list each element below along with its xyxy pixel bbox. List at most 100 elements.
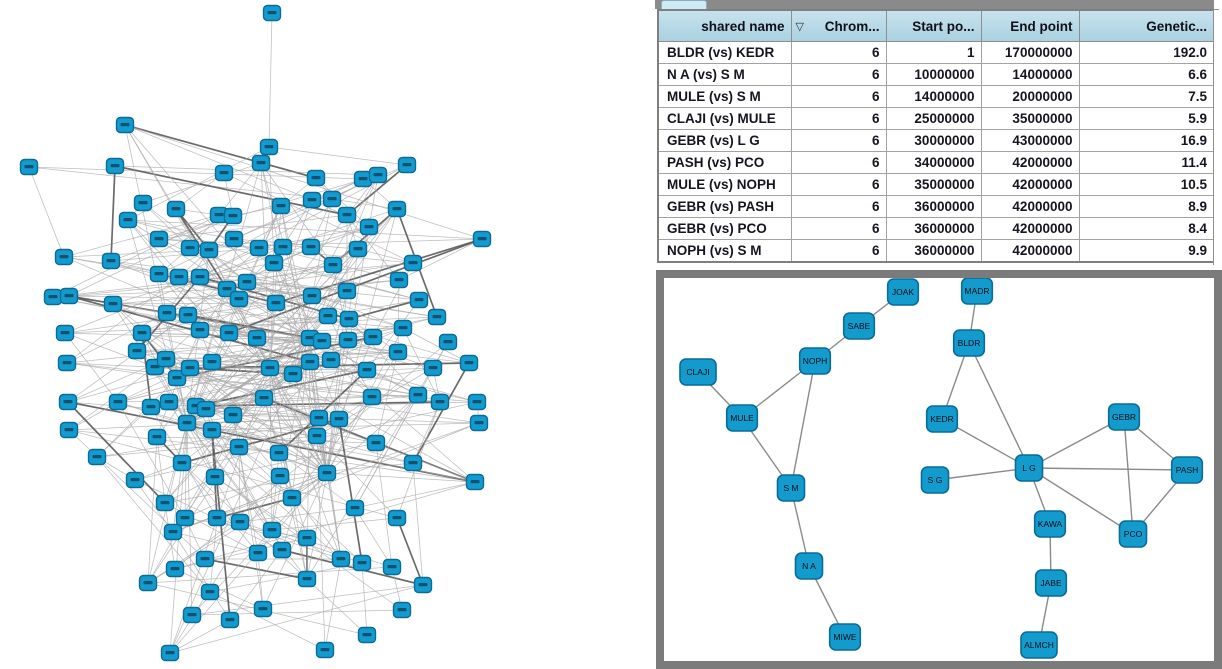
table-row[interactable]: GEBR (vs) PCO 6 36000000 42000000 8.4	[657, 217, 1215, 240]
table-tab[interactable]	[661, 0, 707, 9]
value-cell[interactable]: 6	[790, 63, 887, 86]
network-node[interactable]	[297, 570, 317, 588]
network-node[interactable]	[133, 194, 153, 212]
table-row[interactable]: N A (vs) S M 6 10000000 14000000 6.6	[657, 63, 1215, 86]
network-node[interactable]	[307, 427, 327, 445]
network-node[interactable]	[165, 560, 185, 578]
network-node[interactable]	[105, 157, 125, 175]
value-cell[interactable]: 34000000	[885, 151, 982, 174]
network-node[interactable]	[155, 494, 175, 512]
column-header-startpo[interactable]: Start po...	[885, 9, 982, 42]
edge-name-cell[interactable]: GEBR (vs) PASH	[657, 195, 792, 218]
network-node[interactable]	[352, 554, 372, 572]
network-node[interactable]	[251, 154, 271, 172]
network-node[interactable]	[230, 513, 250, 531]
network-node[interactable]	[392, 601, 412, 619]
network-node[interactable]	[315, 641, 335, 659]
network-node[interactable]	[272, 541, 292, 559]
value-cell[interactable]: 6	[790, 173, 887, 196]
network-node[interactable]	[147, 428, 167, 446]
network-node[interactable]	[157, 304, 177, 322]
network-node[interactable]	[382, 558, 402, 576]
value-cell[interactable]: 6	[790, 107, 887, 130]
network-node[interactable]	[159, 393, 179, 411]
network-node[interactable]	[178, 306, 198, 324]
network-node[interactable]	[270, 467, 290, 485]
edge-name-cell[interactable]: MULE (vs) NOPH	[657, 173, 792, 196]
network-node[interactable]	[338, 331, 358, 349]
value-cell[interactable]: 170000000	[980, 41, 1080, 64]
value-cell[interactable]: 36000000	[885, 195, 982, 218]
network-node[interactable]	[359, 218, 379, 236]
network-node-pash[interactable]: PASH	[1170, 456, 1204, 484]
table-row[interactable]: GEBR (vs) L G 6 30000000 43000000 16.9	[657, 129, 1215, 152]
network-node[interactable]	[262, 4, 282, 22]
network-node[interactable]	[309, 409, 329, 427]
network-node[interactable]	[362, 388, 382, 406]
column-header-sharedname[interactable]: shared name	[657, 9, 792, 42]
network-node[interactable]	[403, 454, 423, 472]
network-node[interactable]	[388, 343, 408, 361]
edge-name-cell[interactable]: N A (vs) S M	[657, 63, 792, 86]
network-node[interactable]	[229, 438, 249, 456]
column-header-chrom[interactable]: ▽ Chrom...	[790, 9, 887, 42]
network-node-kawa[interactable]: KAWA	[1033, 510, 1067, 538]
value-cell[interactable]: 9.9	[1078, 239, 1215, 263]
value-cell[interactable]: 8.4	[1078, 217, 1215, 240]
filtered-network-panel[interactable]: JOAK MADR SABE BLDR NOPH CLAJI KEDR GEBR L G PASH…	[656, 270, 1222, 669]
value-cell[interactable]: 6	[790, 85, 887, 108]
edge-name-cell[interactable]: GEBR (vs) L G	[657, 129, 792, 152]
network-node[interactable]	[175, 509, 195, 527]
network-node[interactable]	[312, 332, 332, 350]
value-cell[interactable]: 14000000	[885, 85, 982, 108]
network-node-joak[interactable]: JOAK	[886, 278, 920, 306]
value-cell[interactable]: 7.5	[1078, 85, 1215, 108]
network-node[interactable]	[202, 421, 222, 439]
network-node-sabe[interactable]: SABE	[842, 312, 876, 340]
network-node[interactable]	[368, 166, 388, 184]
value-cell[interactable]: 5.9	[1078, 107, 1215, 130]
network-node[interactable]	[306, 169, 326, 187]
network-node-kedr[interactable]: KEDR	[925, 405, 959, 433]
network-node[interactable]	[118, 211, 138, 229]
network-node[interactable]	[393, 319, 413, 337]
network-node[interactable]	[264, 254, 284, 272]
table-row[interactable]: MULE (vs) S M 6 14000000 20000000 7.5	[657, 85, 1215, 108]
network-node-jabe[interactable]: JABE	[1034, 569, 1068, 597]
value-cell[interactable]: 35000000	[980, 107, 1080, 130]
network-node[interactable]	[223, 406, 243, 424]
network-node[interactable]	[172, 454, 192, 472]
network-node-sm[interactable]: S M	[776, 474, 806, 502]
network-node[interactable]	[101, 252, 121, 270]
value-cell[interactable]: 6	[790, 239, 887, 263]
network-node[interactable]	[357, 361, 377, 379]
network-node[interactable]	[323, 256, 343, 274]
network-node[interactable]	[149, 265, 169, 283]
network-node[interactable]	[253, 600, 273, 618]
network-node[interactable]	[254, 389, 274, 407]
network-node[interactable]	[345, 499, 365, 517]
network-node[interactable]	[87, 448, 107, 466]
network-node[interactable]	[337, 206, 357, 224]
network-node[interactable]	[297, 529, 317, 547]
network-node[interactable]	[318, 307, 338, 325]
network-node[interactable]	[348, 240, 368, 258]
value-cell[interactable]: 35000000	[885, 173, 982, 196]
network-node[interactable]	[138, 574, 158, 592]
network-node[interactable]	[329, 410, 349, 428]
network-node-na[interactable]: N A	[794, 552, 824, 580]
value-cell[interactable]: 42000000	[980, 217, 1080, 240]
table-row[interactable]: CLAJI (vs) MULE 6 25000000 35000000 5.9	[657, 107, 1215, 130]
network-node[interactable]	[214, 164, 234, 182]
value-cell[interactable]: 42000000	[980, 239, 1080, 263]
network-node[interactable]	[219, 324, 239, 342]
network-node[interactable]	[55, 324, 75, 342]
network-node[interactable]	[438, 333, 458, 351]
network-node[interactable]	[19, 158, 39, 176]
network-node-lg[interactable]: L G	[1014, 454, 1044, 482]
table-row[interactable]: PASH (vs) PCO 6 34000000 42000000 11.4	[657, 151, 1215, 174]
network-node[interactable]	[321, 351, 341, 369]
value-cell[interactable]: 6	[790, 195, 887, 218]
network-node[interactable]	[182, 606, 202, 624]
value-cell[interactable]: 42000000	[980, 173, 1080, 196]
